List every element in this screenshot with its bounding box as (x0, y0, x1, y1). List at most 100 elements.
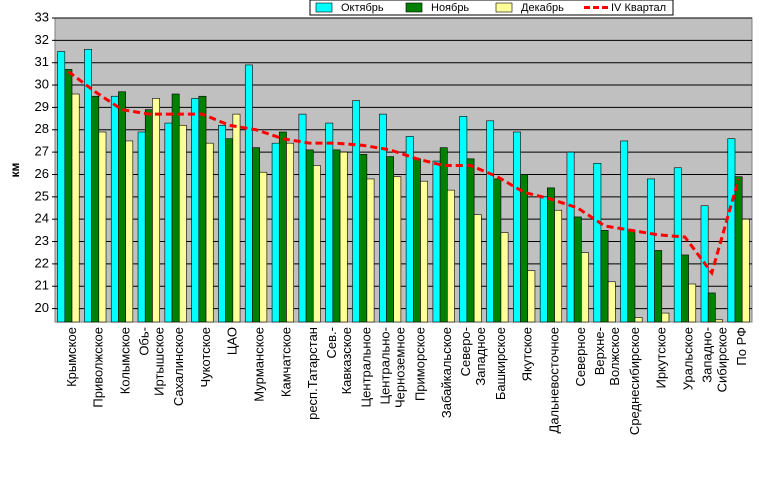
x-tick-label: Обь-Иртышское (137, 327, 167, 396)
bar (244, 64, 253, 323)
bar (741, 218, 750, 323)
bar (152, 98, 160, 323)
x-tick-label: Забайкальское (439, 327, 454, 418)
bar (137, 131, 146, 323)
bar (486, 120, 495, 323)
bar (439, 147, 448, 323)
y-tick-label: 29 (35, 99, 49, 114)
bar (110, 95, 119, 323)
bar (420, 180, 429, 323)
bar (352, 100, 360, 323)
bar (715, 319, 723, 323)
bar (527, 270, 536, 323)
y-tick-label: 27 (35, 144, 49, 159)
legend-label: Ноябрь (431, 2, 469, 14)
x-tick-label: Северо-Западное (458, 327, 488, 386)
bar (661, 312, 670, 323)
x-tick-label: Приволжское (91, 327, 106, 408)
bar (298, 113, 307, 323)
x-tick-label: Дальневосточное (546, 327, 561, 433)
bar (252, 147, 260, 323)
bar (57, 51, 66, 323)
bar (654, 250, 663, 323)
bar (607, 281, 616, 323)
bar (164, 122, 173, 323)
y-tick-label: 31 (35, 54, 49, 69)
bar (734, 176, 743, 323)
y-tick-label: 26 (35, 166, 49, 181)
x-tick-label: Приморское (412, 327, 427, 401)
bar (707, 292, 716, 323)
bar (84, 48, 92, 323)
x-tick-label: Якутское (520, 327, 535, 381)
bar (627, 230, 636, 323)
bar (325, 122, 334, 323)
bar (520, 174, 529, 323)
bar (647, 178, 655, 323)
bar (600, 230, 609, 323)
x-tick-label: Чукотское (198, 327, 213, 388)
bar (171, 93, 180, 323)
bar (378, 113, 387, 323)
bar (432, 160, 441, 323)
y-tick-label: 23 (35, 233, 49, 248)
bar (566, 151, 575, 323)
bar (198, 95, 207, 323)
bar (393, 176, 402, 323)
x-tick-label: Центральное (359, 327, 374, 407)
bar (673, 167, 682, 323)
bar (144, 109, 153, 323)
y-tick-label: 22 (35, 255, 49, 270)
bar (225, 138, 234, 323)
y-tick-label: 25 (35, 188, 49, 203)
bar (581, 252, 589, 323)
bar (232, 113, 241, 323)
bar (554, 209, 563, 323)
x-tick-label: Сев.-Кавказское (324, 327, 354, 394)
bar (118, 91, 126, 323)
bar (593, 162, 602, 323)
bar (205, 142, 214, 323)
bar (459, 116, 468, 323)
bar (727, 138, 736, 323)
x-tick-label: Верхне-Волжское (592, 327, 622, 386)
bar (447, 189, 455, 323)
bar (178, 124, 187, 323)
bar (259, 171, 268, 323)
bar (386, 156, 394, 323)
bar (71, 93, 80, 323)
x-tick-label: Колымское (117, 327, 132, 394)
bar (620, 140, 629, 323)
y-tick-label: 28 (35, 121, 49, 136)
legend-label: IV Квартал (611, 2, 666, 14)
legend-box (309, 0, 674, 16)
bar (681, 254, 689, 323)
x-tick-label: респ.Татарстан (305, 327, 320, 420)
bar (473, 214, 482, 323)
x-tick-label: ЦАО (225, 327, 240, 355)
x-tick-label: Уральское (680, 327, 695, 390)
bar (688, 283, 697, 323)
bar (366, 178, 375, 323)
x-tick-label: Башкирское (493, 327, 508, 400)
x-tick-label: Западно-Сибирское (700, 327, 730, 392)
y-tick-label: 30 (35, 76, 49, 91)
legend-label: Декабрь (521, 2, 564, 14)
bar (513, 131, 521, 323)
line-series (67, 70, 741, 277)
bar (573, 216, 582, 323)
bar (332, 149, 341, 323)
x-tick-label: Сахалинское (171, 327, 186, 406)
bar (312, 165, 321, 323)
legend-swatch (405, 2, 423, 13)
y-axis-label: км (8, 162, 22, 177)
bar (493, 178, 502, 323)
bar (271, 142, 280, 323)
bar (500, 232, 509, 323)
x-tick-label: Иркутское (654, 327, 669, 389)
bar (278, 131, 287, 323)
legend-label: Октябрь (341, 2, 384, 14)
bar (305, 149, 314, 323)
y-tick-label: 33 (35, 9, 49, 24)
